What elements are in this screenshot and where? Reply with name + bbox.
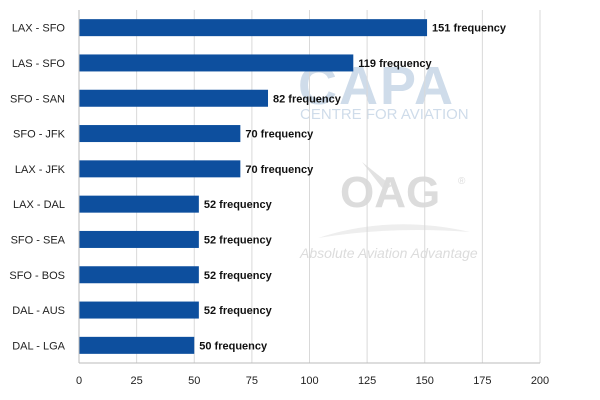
bar bbox=[79, 89, 269, 107]
data-label: 151 frequency bbox=[432, 23, 507, 35]
data-label: 52 frequency bbox=[204, 305, 273, 317]
category-label: DAL - AUS bbox=[12, 305, 65, 317]
oag-watermark-subtitle: Absolute Aviation Advantage bbox=[299, 245, 478, 261]
bar bbox=[79, 230, 199, 248]
watermark-layer: CAPA CENTRE FOR AVIATION OAG ® Absolute … bbox=[298, 56, 478, 261]
x-tick-label: 0 bbox=[76, 375, 82, 387]
bar bbox=[79, 336, 195, 354]
capa-watermark-subtitle: CENTRE FOR AVIATION bbox=[300, 106, 469, 123]
data-label: 50 frequency bbox=[199, 340, 268, 352]
bar bbox=[79, 195, 199, 213]
data-label: 52 frequency bbox=[204, 270, 273, 282]
registered-mark-icon: ® bbox=[458, 176, 466, 187]
bar bbox=[79, 266, 199, 284]
category-label: LAX - JFK bbox=[15, 164, 66, 176]
oag-underline bbox=[318, 224, 470, 238]
oag-watermark: OAG bbox=[340, 168, 440, 217]
category-label: LAX - DAL bbox=[13, 199, 65, 211]
data-label: 52 frequency bbox=[204, 199, 273, 211]
x-tick-label: 100 bbox=[300, 375, 318, 387]
category-label: SFO - JFK bbox=[13, 129, 66, 141]
data-label: 119 frequency bbox=[358, 58, 432, 70]
x-tick-label: 125 bbox=[358, 375, 376, 387]
x-tick-label: 200 bbox=[531, 375, 549, 387]
x-tick-label: 50 bbox=[188, 375, 200, 387]
x-tick-label: 150 bbox=[416, 375, 434, 387]
category-label: DAL - LGA bbox=[12, 340, 65, 352]
oag-swoosh-icon bbox=[362, 162, 392, 190]
label-layer: LAX - SFO 151 frequency LAS - SFO 119 frequ… bbox=[9, 23, 507, 353]
category-label: LAS - SFO bbox=[12, 58, 66, 70]
bar bbox=[79, 125, 241, 143]
axis-layer: 0 25 50 75 100 125 150 175 200 bbox=[76, 10, 549, 387]
x-tick-label: 175 bbox=[473, 375, 491, 387]
data-label: 52 frequency bbox=[204, 234, 273, 246]
bar bbox=[79, 160, 241, 178]
bar-layer bbox=[79, 19, 428, 354]
category-label: LAX - SFO bbox=[12, 23, 66, 35]
category-label: SFO - BOS bbox=[9, 270, 65, 282]
bar bbox=[79, 54, 354, 72]
data-label: 82 frequency bbox=[273, 93, 342, 105]
data-label: 70 frequency bbox=[245, 164, 314, 176]
bar bbox=[79, 301, 199, 319]
category-label: SFO - SEA bbox=[11, 234, 66, 246]
data-label: 70 frequency bbox=[245, 129, 314, 141]
x-tick-label: 75 bbox=[246, 375, 258, 387]
bar bbox=[79, 19, 428, 37]
x-tick-label: 25 bbox=[131, 375, 143, 387]
category-label: SFO - SAN bbox=[10, 93, 65, 105]
